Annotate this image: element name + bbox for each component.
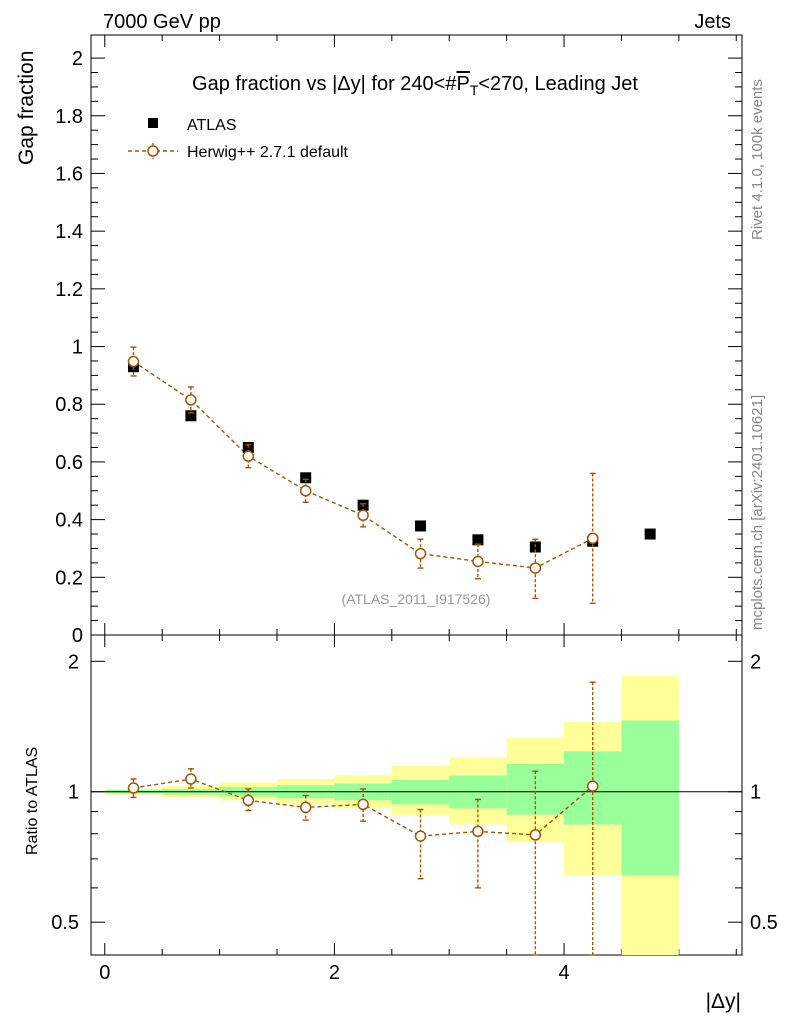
ratio-herwig-point xyxy=(127,782,140,794)
x-tick-label: 2 xyxy=(329,962,340,984)
ratio-herwig-point xyxy=(586,780,599,792)
ratio-y-tick-label-right: 2 xyxy=(750,651,761,673)
x-axis-title: |Δy| xyxy=(706,990,741,1013)
ratio-axis-ticks: 0 2 4 0.5 0.5 1 1 2 2 xyxy=(51,635,778,984)
ratio-herwig-point xyxy=(472,825,484,838)
herwig-point xyxy=(299,485,312,497)
herwig-point xyxy=(242,450,255,462)
chart-title: Gap fraction vs |Δy| for 240<#PT<270, Le… xyxy=(192,73,638,98)
atlas-point xyxy=(472,534,484,546)
mcplots-label: mcplots.cern.ch [arXiv:2401.10621] xyxy=(749,395,766,630)
main-y-tick-label: 0.2 xyxy=(55,567,83,589)
atlas-point xyxy=(644,528,656,540)
ratio-herwig-point xyxy=(357,798,369,811)
ratio-y-tick-label-right: 1 xyxy=(750,782,761,804)
legend-herwig-label: Herwig++ 2.7.1 default xyxy=(187,144,349,161)
main-y-tick-label: 1.8 xyxy=(55,106,83,128)
legend: ATLAS Herwig++ 2.7.1 default xyxy=(128,117,349,161)
herwig-point xyxy=(472,555,484,568)
ratio-herwig-point xyxy=(299,801,312,814)
herwig-point xyxy=(185,394,197,406)
legend-atlas-marker xyxy=(148,118,158,128)
main-y-tick-label: 1.6 xyxy=(55,163,83,185)
atlas-point xyxy=(300,472,312,484)
herwig-point xyxy=(357,509,369,522)
title-pt-symbol: P xyxy=(456,73,469,95)
main-y-tick-label: 1 xyxy=(72,337,83,359)
herwig-point xyxy=(586,532,599,545)
ratio-y-axis-title: Ratio to ATLAS xyxy=(24,747,41,855)
legend-atlas-label: ATLAS xyxy=(187,117,237,134)
main-y-tick-label: 2 xyxy=(72,48,83,70)
ratio-herwig-point xyxy=(242,794,255,807)
rivet-version-label: Rivet 4.1.0, 100k events xyxy=(749,79,766,240)
herwig-point xyxy=(127,355,140,368)
header-energy-label: 7000 GeV pp xyxy=(103,11,221,33)
herwig-point xyxy=(414,547,427,560)
main-y-axis-title: Gap fraction xyxy=(15,51,38,165)
x-tick-label: 4 xyxy=(558,962,569,984)
ratio-herwig-point xyxy=(414,830,427,842)
herwig-point xyxy=(529,562,542,574)
x-tick-label: 0 xyxy=(99,962,110,984)
atlas-point xyxy=(185,410,197,422)
legend-herwig-marker xyxy=(147,145,159,157)
ratio-herwig-point xyxy=(529,829,542,841)
main-y-tick-label: 0.8 xyxy=(55,394,83,416)
main-y-tick-label: 0.6 xyxy=(55,452,83,474)
main-axis-ticks: 0 0.2 0.4 0.6 0.8 1 1.2 1.4 1.6 1.8 2 xyxy=(55,35,742,647)
green-band-bin xyxy=(621,720,679,876)
main-data-series xyxy=(127,346,656,604)
header-jets-label: Jets xyxy=(694,11,731,33)
ratio-plot-frame xyxy=(90,634,743,956)
main-y-tick-label: 1.4 xyxy=(55,221,83,243)
ratio-data-series xyxy=(127,681,599,956)
herwig-line xyxy=(133,360,594,569)
title-pt-subscript: T xyxy=(470,82,479,98)
ratio-y-tick-label: 1 xyxy=(68,782,79,804)
main-y-tick-label: 1.2 xyxy=(55,279,83,301)
main-y-tick-label: 0.4 xyxy=(55,510,83,532)
ratio-y-tick-label-right: 0.5 xyxy=(750,912,778,934)
atlas-point xyxy=(415,520,427,532)
ratio-y-tick-label: 0.5 xyxy=(51,912,79,934)
ratio-y-tick-label: 2 xyxy=(68,651,79,673)
main-y-tick-label: 0 xyxy=(72,625,83,647)
analysis-watermark: (ATLAS_2011_I917526) xyxy=(342,591,491,607)
ratio-herwig-point xyxy=(185,773,197,785)
